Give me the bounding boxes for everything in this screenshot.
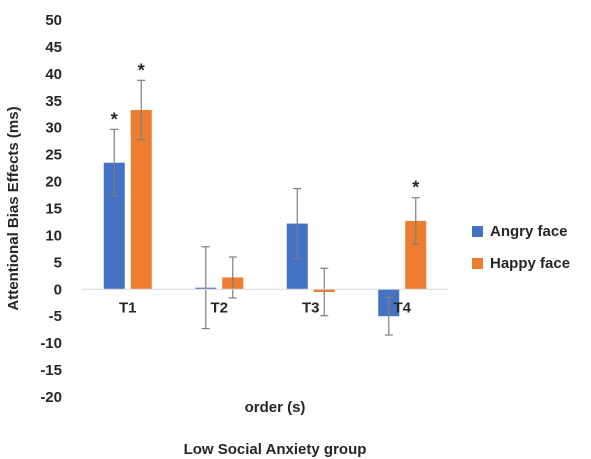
error-bar <box>137 79 146 141</box>
category-label: T1 <box>119 299 137 316</box>
legend: Angry face Happy face <box>472 223 570 272</box>
error-bar <box>201 246 210 330</box>
legend-label: Happy face <box>490 255 570 272</box>
error-bar <box>110 128 119 197</box>
x-axis-label: order (s) <box>245 399 306 416</box>
y-tick-label: 30 <box>45 120 62 137</box>
y-tick-label: 0 <box>54 281 62 298</box>
bar-angry-face-t1 <box>103 162 125 290</box>
legend-label: Angry face <box>490 223 568 240</box>
legend-swatch <box>472 258 483 269</box>
y-tick-label: -10 <box>40 335 62 352</box>
y-tick-label: 50 <box>45 12 62 29</box>
significance-markers: * * * <box>111 60 420 197</box>
legend-swatch <box>472 226 483 237</box>
significance-star: * <box>138 60 145 80</box>
y-tick-label: 25 <box>45 147 62 164</box>
significance-star: * <box>412 178 419 198</box>
y-tick-label: 20 <box>45 174 62 191</box>
error-bars <box>110 79 420 336</box>
y-tick-label: 35 <box>45 93 62 110</box>
significance-star: * <box>111 109 118 129</box>
category-label: T3 <box>302 299 320 316</box>
category-label: T2 <box>210 299 228 316</box>
category-labels: T1 T2 T3 T4 <box>119 299 412 316</box>
bars <box>103 109 427 317</box>
error-bar <box>384 296 393 336</box>
y-tick-label: -20 <box>40 389 62 406</box>
y-tick-label: 5 <box>54 254 62 271</box>
y-tick-label: 15 <box>45 201 62 218</box>
y-tick-label: 10 <box>45 227 62 244</box>
y-tick-label: -5 <box>49 308 62 325</box>
y-axis-label: Attentional Bias Effects (ms) <box>5 106 22 310</box>
y-tick-label: 45 <box>45 39 62 56</box>
bar-happy-face-t1 <box>130 109 152 290</box>
error-bar <box>411 197 420 245</box>
error-bar <box>293 187 302 260</box>
category-label: T4 <box>393 299 411 316</box>
y-tick-label: 40 <box>45 66 62 83</box>
error-bar <box>320 267 329 317</box>
y-tick-label: -15 <box>40 362 62 379</box>
error-bar <box>228 256 237 299</box>
chart-caption: Low Social Anxiety group <box>184 441 367 458</box>
bar-happy-face-t4 <box>405 220 427 290</box>
